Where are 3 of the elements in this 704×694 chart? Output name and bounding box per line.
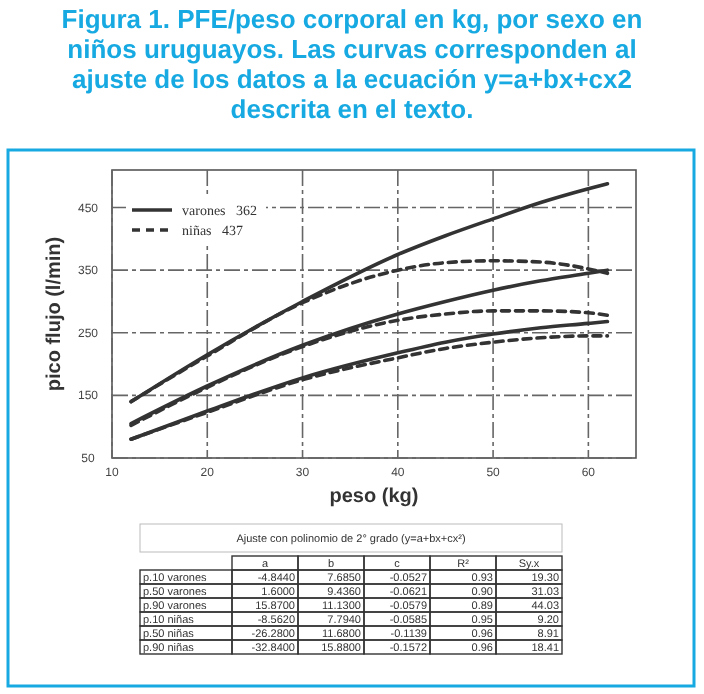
chart-title: Figura 1. PFE/peso corporal en kg, por sexo en niños uruguayos. Las curvas corresponden al ajuste de los datos a la ecuación y=a+bx+cx2 descrita en el texto. bbox=[61, 4, 643, 124]
x-axis-title: peso (kg) bbox=[329, 486, 419, 508]
y-axis-title: pico flujo (l/min) bbox=[44, 236, 66, 392]
